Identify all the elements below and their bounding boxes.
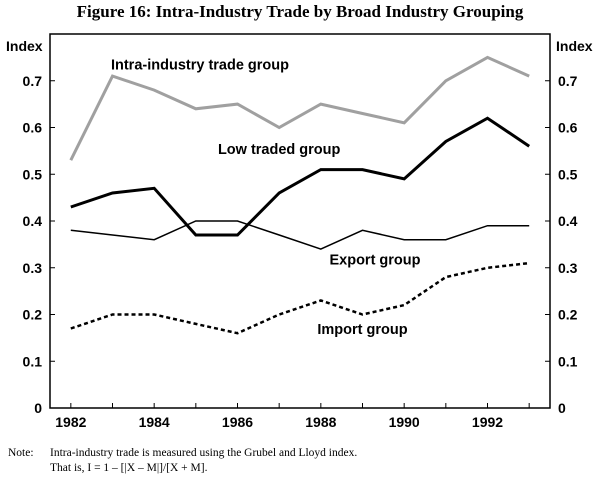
x-tick-label: 1982: [55, 414, 86, 430]
y-tick-label-left: 0.4: [23, 213, 43, 229]
series-label-import-group: Import group: [317, 322, 407, 338]
note-line-1: Intra-industry trade is measured using t…: [50, 447, 358, 459]
y-tick-label-left: 0.3: [23, 260, 43, 276]
y-tick-label-right: 0.3: [558, 260, 578, 276]
note-line-2: That is, I = 1 – [|X – M|]/[X + M].: [50, 462, 208, 474]
x-tick-label: 1992: [472, 414, 503, 430]
series-label-low-traded-group: Low traded group: [218, 142, 341, 158]
y-axis-right-title: Index: [556, 38, 593, 54]
series-line-export-group: [70, 220, 530, 250]
y-tick-label-right: 0: [558, 400, 566, 416]
y-tick-label-right: 0.5: [558, 166, 578, 182]
y-tick-label-right: 0.1: [558, 353, 578, 369]
y-tick-label-right: 0.2: [558, 307, 578, 323]
series-labels: Intra-industry trade group Low traded gro…: [111, 58, 421, 339]
series-layer: [69, 55, 531, 335]
series-label-export-group: Export group: [329, 252, 420, 268]
series-label-intra-industry-trade-group: Intra-industry trade group: [111, 58, 289, 74]
series-line-import-group: [70, 261, 530, 335]
y-tick-label-left: 0.5: [23, 166, 43, 182]
plot-frame: [49, 33, 551, 409]
x-tick-label: 1986: [222, 414, 253, 430]
y-tick-label-right: 0.4: [558, 213, 578, 229]
y-tick-label-left: 0.2: [23, 307, 43, 323]
note-label: Note:: [8, 447, 34, 459]
y-tick-label-left: 0: [34, 400, 42, 416]
y-tick-label-right: 0.7: [558, 73, 578, 89]
y-tick-label-left: 0.6: [23, 120, 43, 136]
y-tick-label-right: 0.6: [558, 120, 578, 136]
chart-title: Figure 16: Intra-Industry Trade by Broad…: [76, 2, 524, 21]
axes: 0 0 0.1 0.1 0.2 0.2 0.3 0.3 0.4 0.4 0.5 0.5 0.6 0.6 0.…: [23, 33, 578, 430]
x-tick-label: 1990: [389, 414, 420, 430]
y-tick-label-left: 0.1: [23, 353, 43, 369]
series-line-intra-industry-trade-group: [69, 55, 530, 161]
x-tick-label: 1988: [305, 414, 336, 430]
y-axis-left-title: Index: [6, 38, 43, 54]
x-tick-label: 1984: [139, 414, 170, 430]
y-tick-label-left: 0.7: [23, 73, 43, 89]
series-line-low-traded-group: [70, 116, 531, 237]
